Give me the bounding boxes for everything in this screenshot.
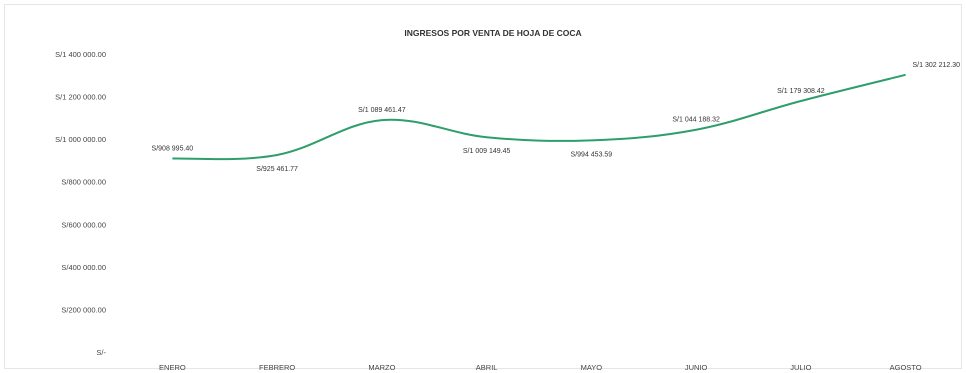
data-label: S/925 461.77 (256, 166, 298, 173)
y-tick-label: S/1 200 000.00 (55, 93, 106, 102)
y-tick-label: S/200 000.00 (61, 305, 106, 314)
x-tick-label: JUNIO (685, 363, 708, 372)
x-tick-label: MAYO (581, 363, 603, 372)
y-tick-label: S/800 000.00 (61, 178, 106, 187)
chart-title: INGRESOS POR VENTA DE HOJA DE COCA (404, 28, 581, 38)
data-label: S/1 302 212.30 (913, 62, 961, 69)
data-label: S/1 009 149.45 (463, 148, 511, 155)
y-tick-label: S/1 400 000.00 (55, 50, 106, 59)
x-tick-label: FEBRERO (259, 363, 295, 372)
x-tick-label: ENERO (159, 363, 186, 372)
y-tick-label: S/- (96, 348, 106, 357)
data-label: S/1 089 461.47 (358, 107, 406, 114)
data-label: S/994 453.59 (571, 151, 613, 158)
x-axis: ENERO FEBRERO MARZO ABRIL MAYO JUNIO JULIO AGOS… (159, 363, 922, 372)
x-tick-label: JULIO (790, 363, 811, 372)
data-labels: S/908 995.40 S/925 461.77 S/1 089 461.47 S/… (152, 62, 961, 173)
y-axis: S/- S/200 000.00 S/400 000.00 S/600 000.00 S… (55, 50, 106, 357)
x-tick-label: MARZO (368, 363, 395, 372)
y-tick-label: S/1 000 000.00 (55, 135, 106, 144)
x-tick-label: ABRIL (476, 363, 498, 372)
data-label: S/1 044 188.32 (672, 117, 720, 124)
plot-area (172, 73, 906, 161)
series-line (172, 73, 906, 161)
y-tick-label: S/600 000.00 (61, 220, 106, 229)
data-label: S/908 995.40 (152, 146, 194, 153)
data-label: S/1 179 308.42 (777, 88, 825, 95)
y-tick-label: S/400 000.00 (61, 263, 106, 272)
x-tick-label: AGOSTO (890, 363, 922, 372)
